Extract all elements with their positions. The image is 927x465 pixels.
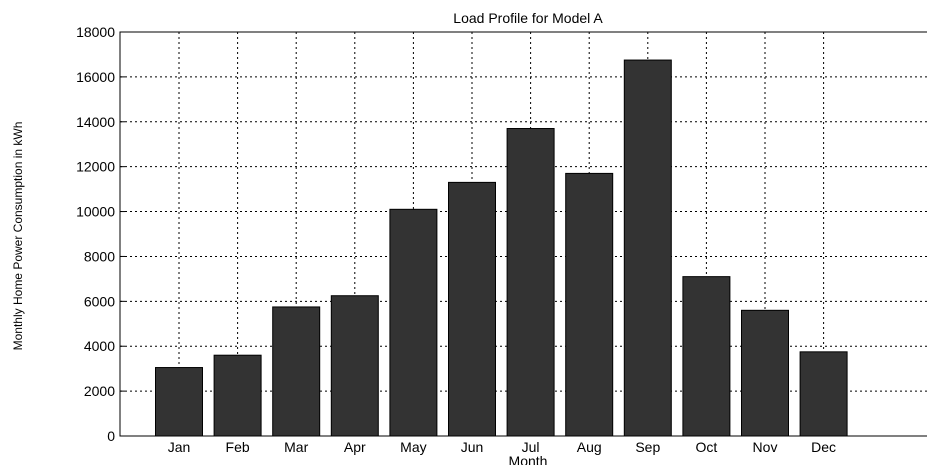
x-tick-label: Mar — [284, 439, 308, 455]
bars — [155, 59, 848, 437]
x-tick-label: Dec — [811, 439, 836, 455]
chart-title: Load Profile for Model A — [453, 10, 603, 26]
x-tick-label: Jun — [461, 439, 484, 455]
x-tick-label: Feb — [226, 439, 250, 455]
x-tick-label: Apr — [344, 439, 366, 455]
x-tick-label: Nov — [753, 439, 778, 455]
y-tick-label: 0 — [107, 428, 115, 444]
x-axis-label: Month — [509, 453, 548, 465]
bar-oct — [682, 276, 731, 437]
x-tick-labels: Jan Feb Mar Apr May Jun Jul Aug Sep Oct Nov Dec — [168, 439, 836, 455]
bar-mar — [272, 306, 321, 437]
x-tick-label: May — [400, 439, 426, 455]
plot-frame — [119, 31, 927, 437]
y-tick-label: 18000 — [76, 24, 115, 40]
bar-feb — [213, 354, 262, 437]
bar-jul — [506, 128, 555, 437]
y-axis-label: Monthly Home Power Consumption in kWh — [11, 122, 25, 351]
y-tick-labels: 0 2000 4000 6000 8000 10000 12000 14000 16000 180… — [76, 24, 115, 444]
bar-dec — [799, 351, 848, 437]
bar-may — [389, 208, 438, 437]
y-tick-label: 2000 — [84, 383, 115, 399]
x-tick-label: Oct — [696, 439, 718, 455]
x-tick-label: Sep — [635, 439, 660, 455]
x-tick-label: Jul — [522, 439, 540, 455]
bar-jan — [155, 367, 203, 437]
bar-jun — [448, 181, 496, 437]
y-tick-label: 12000 — [76, 159, 115, 175]
x-tick-label: Aug — [577, 439, 602, 455]
x-tick-label: Jan — [168, 439, 191, 455]
bar-apr — [330, 295, 379, 437]
y-tick-label: 16000 — [76, 69, 115, 85]
bar-sep — [623, 59, 672, 437]
y-tick-label: 6000 — [84, 293, 115, 309]
y-tick-label: 14000 — [76, 114, 115, 130]
y-tick-label: 8000 — [84, 248, 115, 264]
y-tick-label: 10000 — [76, 204, 115, 220]
bar-aug — [565, 172, 614, 437]
bar-nov — [741, 309, 789, 437]
y-tick-label: 4000 — [84, 338, 115, 354]
